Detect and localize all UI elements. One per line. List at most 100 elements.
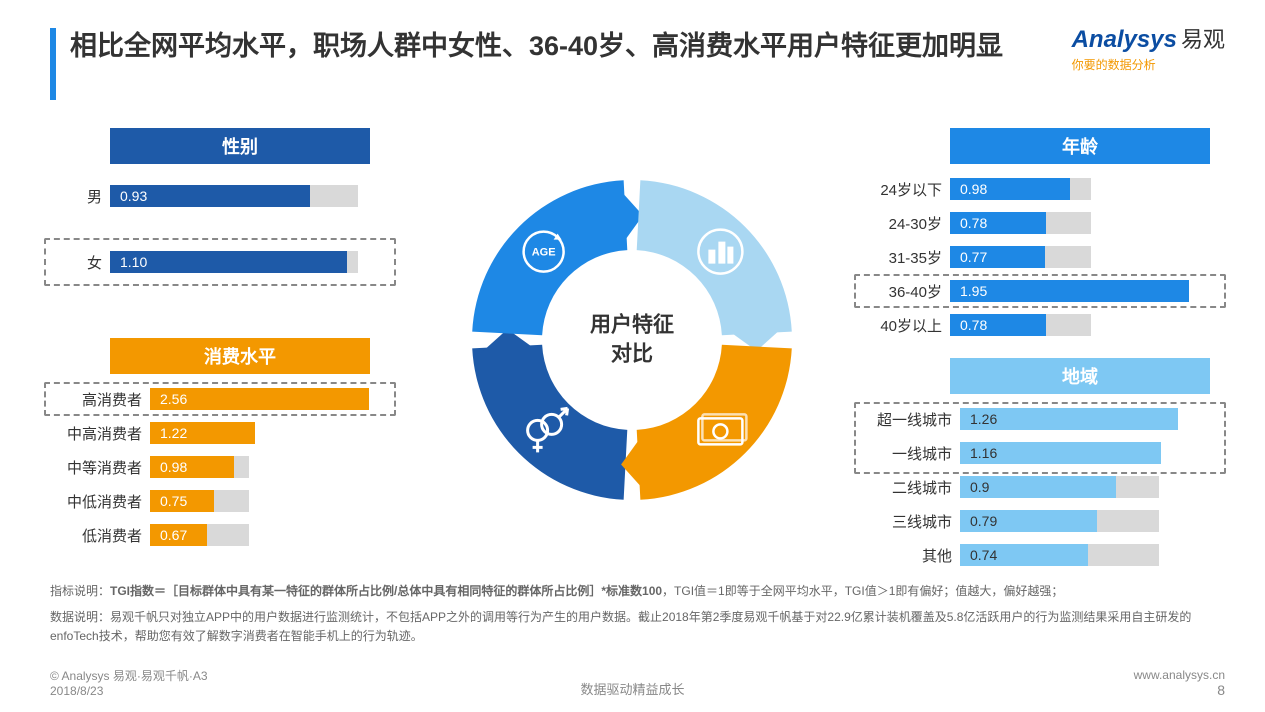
logo: Analysys易观 你要的数据分析 xyxy=(1072,22,1225,73)
bar-label: 36-40岁 xyxy=(860,281,950,302)
bar-value: 0.78 xyxy=(954,212,987,234)
bar-label: 中高消费者 xyxy=(50,423,150,444)
gender-header: 性别 xyxy=(110,128,370,164)
bar-row: 一线城市1.16 xyxy=(860,438,1220,468)
bar-row: 36-40岁1.95 xyxy=(860,276,1220,306)
bar-label: 超一线城市 xyxy=(860,409,960,430)
logo-main: Analysys易观 xyxy=(1072,22,1225,54)
slide: 相比全网平均水平，职场人群中女性、36-40岁、高消费水平用户特征更加明显 An… xyxy=(0,0,1265,712)
bar-row: 二线城市0.9 xyxy=(860,472,1220,502)
age-icon-text: AGE xyxy=(532,247,556,259)
bar-row: 低消费者0.67 xyxy=(50,520,390,550)
bar-track: 0.98 xyxy=(150,456,390,478)
center-diagram: AGE 用户特征 对比 xyxy=(432,140,832,540)
bar-track: 0.78 xyxy=(950,212,1220,234)
center-label-2: 对比 xyxy=(590,340,674,369)
bar-label: 中等消费者 xyxy=(50,457,150,478)
spend-header: 消费水平 xyxy=(110,338,370,374)
bar-track: 1.10 xyxy=(110,251,390,273)
bar-row: 中等消费者0.98 xyxy=(50,452,390,482)
bar-track: 0.67 xyxy=(150,524,390,546)
bar-label: 其他 xyxy=(860,545,960,566)
bar-row: 男0.93 xyxy=(50,174,390,218)
bar-label: 男 xyxy=(50,186,110,207)
bar-row: 女1.10 xyxy=(50,240,390,284)
note1-label: 指标说明： xyxy=(50,584,110,598)
bar-value: 0.67 xyxy=(154,524,187,546)
bar-label: 24岁以下 xyxy=(860,179,950,200)
age-header: 年龄 xyxy=(950,128,1210,164)
bar-track: 0.93 xyxy=(110,185,390,207)
bar-value: 0.9 xyxy=(964,476,989,498)
gender-chart: 性别 男0.93 女1.10 xyxy=(50,128,390,306)
note1-rest: ，TGI值＝1即等于全网平均水平，TGI值＞1即有偏好；值越大，偏好越强； xyxy=(662,584,1063,598)
bar-label: 40岁以上 xyxy=(860,315,950,336)
region-header: 地域 xyxy=(950,358,1210,394)
title-accent xyxy=(50,28,56,100)
center-label-1: 用户特征 xyxy=(590,311,674,340)
bar-row: 31-35岁0.77 xyxy=(860,242,1220,272)
bar-row: 中低消费者0.75 xyxy=(50,486,390,516)
bar-label: 女 xyxy=(50,252,110,273)
bar-label: 中低消费者 xyxy=(50,491,150,512)
bar-track: 0.79 xyxy=(960,510,1220,532)
footer-center: 数据驱动精益成长 xyxy=(0,679,1265,698)
bar-value: 1.26 xyxy=(964,408,997,430)
bar-row: 高消费者2.56 xyxy=(50,384,390,414)
bar-track: 1.16 xyxy=(960,442,1220,464)
bar-value: 1.22 xyxy=(154,422,187,444)
center-label: 用户特征 对比 xyxy=(590,311,674,370)
bar-value: 1.10 xyxy=(114,251,147,273)
bar-value: 0.75 xyxy=(154,490,187,512)
bar-label: 31-35岁 xyxy=(860,247,950,268)
title-bar: 相比全网平均水平，职场人群中女性、36-40岁、高消费水平用户特征更加明显 xyxy=(50,28,1055,100)
bar-value: 0.98 xyxy=(954,178,987,200)
bar-value: 2.56 xyxy=(154,388,187,410)
bar-track: 1.22 xyxy=(150,422,390,444)
bar-row: 24岁以下0.98 xyxy=(860,174,1220,204)
bar-row: 中高消费者1.22 xyxy=(50,418,390,448)
bar-row: 三线城市0.79 xyxy=(860,506,1220,536)
bar-label: 三线城市 xyxy=(860,511,960,532)
bar-value: 1.16 xyxy=(964,442,997,464)
bar-track: 0.75 xyxy=(150,490,390,512)
bar-row: 24-30岁0.78 xyxy=(860,208,1220,238)
bar-label: 二线城市 xyxy=(860,477,960,498)
bar-value: 0.98 xyxy=(154,456,187,478)
bar-value: 0.79 xyxy=(964,510,997,532)
bar-label: 高消费者 xyxy=(50,389,150,410)
bar-value: 0.77 xyxy=(954,246,987,268)
bar-track: 0.98 xyxy=(950,178,1220,200)
region-rows: 超一线城市1.26一线城市1.16二线城市0.9三线城市0.79其他0.74 xyxy=(860,404,1220,570)
bar-label: 一线城市 xyxy=(860,443,960,464)
bar-row: 其他0.74 xyxy=(860,540,1220,570)
bar-track: 2.56 xyxy=(150,388,390,410)
note-data: 数据说明：易观千帆只对独立APP中的用户数据进行监测统计，不包括APP之外的调用… xyxy=(50,608,1215,646)
region-chart: 地域 超一线城市1.26一线城市1.16二线城市0.9三线城市0.79其他0.7… xyxy=(860,358,1220,574)
bar-track: 0.77 xyxy=(950,246,1220,268)
bar-value: 0.74 xyxy=(964,544,997,566)
bar-track: 1.95 xyxy=(950,280,1220,302)
bar-value: 1.95 xyxy=(954,280,987,302)
spend-rows: 高消费者2.56中高消费者1.22中等消费者0.98中低消费者0.75低消费者0… xyxy=(50,384,390,550)
logo-en: Analysys xyxy=(1072,26,1177,53)
logo-tagline: 你要的数据分析 xyxy=(1072,56,1225,73)
bar-value: 0.78 xyxy=(954,314,987,336)
bar-label: 低消费者 xyxy=(50,525,150,546)
bar-track: 0.78 xyxy=(950,314,1220,336)
bar-track: 0.74 xyxy=(960,544,1220,566)
note1-bold: TGI指数＝［目标群体中具有某一特征的群体所占比例/总体中具有相同特征的群体所占… xyxy=(110,584,662,598)
logo-cn: 易观 xyxy=(1181,27,1225,52)
note-indicator: 指标说明：TGI指数＝［目标群体中具有某一特征的群体所占比例/总体中具有相同特征… xyxy=(50,582,1215,601)
spend-chart: 消费水平 高消费者2.56中高消费者1.22中等消费者0.98中低消费者0.75… xyxy=(50,338,390,554)
age-rows: 24岁以下0.9824-30岁0.7831-35岁0.7736-40岁1.954… xyxy=(860,174,1220,340)
bar-value: 0.93 xyxy=(114,185,147,207)
bar-track: 0.9 xyxy=(960,476,1220,498)
bar-row: 40岁以上0.78 xyxy=(860,310,1220,340)
bar-label: 24-30岁 xyxy=(860,213,950,234)
gender-rows: 男0.93 女1.10 xyxy=(50,174,390,284)
age-chart: 年龄 24岁以下0.9824-30岁0.7831-35岁0.7736-40岁1.… xyxy=(860,128,1220,344)
bar-track: 1.26 xyxy=(960,408,1220,430)
bar-row: 超一线城市1.26 xyxy=(860,404,1220,434)
page-title: 相比全网平均水平，职场人群中女性、36-40岁、高消费水平用户特征更加明显 xyxy=(70,28,1003,100)
